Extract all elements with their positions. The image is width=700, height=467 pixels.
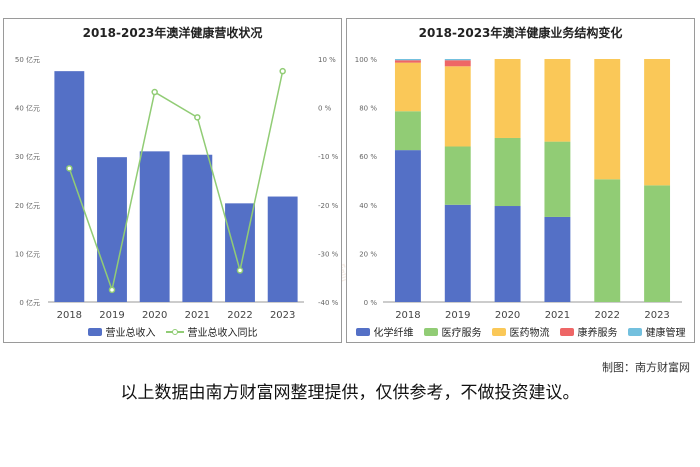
- y-tick-label-right: -20 %: [318, 202, 339, 210]
- y-tick-label: 0 %: [364, 299, 378, 307]
- legend-item-pharma[interactable]: 医药物流: [491, 324, 550, 339]
- revenue-bar: [267, 196, 298, 302]
- revenue-yoy-line: [68, 70, 284, 293]
- y-tick-label-left: 10 亿元: [15, 249, 40, 258]
- legend-swatch-revenue-yoy: [165, 328, 184, 336]
- structure-segment: [494, 59, 521, 138]
- y-tick-label: 20 %: [359, 250, 377, 258]
- legend-swatch-elderly: [559, 327, 574, 336]
- legend-swatch-fiber: [355, 327, 370, 336]
- legend-swatch-revenue: [87, 327, 102, 336]
- x-tick-label: 2022: [227, 310, 252, 321]
- legend-swatch-health: [627, 327, 642, 336]
- legend-item-fiber[interactable]: 化学纤维: [355, 324, 414, 339]
- x-tick-label: 2018: [57, 310, 82, 321]
- structure-segment: [644, 59, 671, 186]
- revenue-yoy-point: [236, 267, 244, 274]
- x-tick-label: 2021: [185, 310, 210, 321]
- legend-label-elderly: 康养服务: [577, 328, 618, 339]
- revenue-legend: 营业总收入 营业总收入同比: [4, 324, 341, 339]
- revenue-bar: [54, 71, 85, 303]
- revenue-yoy-point: [66, 165, 73, 172]
- y-tick-label-right: -30 %: [318, 250, 339, 258]
- legend-label-pharma: 医药物流: [509, 328, 550, 339]
- y-tick-label-left: 30 亿元: [15, 152, 40, 161]
- structure-segment: [394, 150, 421, 302]
- structure-segment: [394, 59, 421, 61]
- x-tick-label: 2023: [644, 310, 669, 321]
- revenue-bar: [225, 203, 255, 302]
- legend-label-revenue: 营业总收入: [105, 328, 156, 339]
- legend-label-medical: 医疗服务: [441, 328, 482, 339]
- y-tick-label-left: 0 亿元: [19, 298, 40, 307]
- structure-segment: [394, 60, 421, 63]
- structure-segment: [544, 216, 571, 302]
- structure-segment: [444, 66, 471, 147]
- y-tick-label-left: 40 亿元: [15, 104, 40, 113]
- legend-swatch-medical: [423, 327, 438, 336]
- structure-segment: [544, 59, 571, 142]
- structure-segment: [594, 59, 621, 180]
- x-tick-label: 2020: [142, 310, 167, 321]
- revenue-chart-panel: 2018-2023年澳洋健康营收状况 50 亿元 40 亿元 30 亿元 20 亿元 1…: [3, 18, 342, 343]
- structure-segment: [394, 62, 421, 112]
- legend-label-revenue-yoy: 营业总收入同比: [187, 328, 258, 339]
- y-tick-label-left: 50 亿元: [15, 55, 40, 64]
- revenue-yoy-point: [194, 114, 201, 121]
- x-tick-label: 2022: [595, 310, 620, 321]
- y-tick-label-right: -40 %: [318, 299, 339, 307]
- y-tick-label-right: 0 %: [318, 105, 332, 113]
- revenue-bar: [182, 154, 213, 302]
- structure-segment: [544, 141, 571, 217]
- structure-segment: [444, 146, 471, 205]
- structure-segment: [594, 179, 621, 302]
- x-tick-label: 2021: [545, 310, 570, 321]
- legend-item-revenue[interactable]: 营业总收入: [87, 324, 156, 339]
- y-tick-label: 80 %: [359, 105, 377, 113]
- chart-credit: 制图：南方财富网: [602, 361, 690, 374]
- structure-segment: [494, 137, 521, 207]
- structure-chart-title: 2018-2023年澳洋健康业务结构变化: [418, 26, 623, 40]
- structure-chart-panel: 2018-2023年澳洋健康业务结构变化 100 % 80 % 60 % 40 % 20…: [346, 18, 695, 343]
- revenue-yoy-point: [279, 67, 286, 75]
- legend-item-elderly[interactable]: 康养服务: [559, 324, 618, 339]
- y-tick-label: 60 %: [359, 153, 377, 161]
- structure-segment: [444, 204, 471, 302]
- legend-swatch-pharma: [491, 327, 506, 336]
- legend-item-medical[interactable]: 医疗服务: [423, 324, 482, 339]
- revenue-chart: 50 亿元 40 亿元 30 亿元 20 亿元 10 亿元 0 亿元 10 % 0 % -10 …: [15, 55, 339, 321]
- structure-segment: [444, 59, 471, 61]
- structure-chart: 100 % 80 % 60 % 40 % 20 % 0 % 2018 2019 2020 2021…: [355, 56, 682, 321]
- x-tick-label: 2018: [395, 310, 420, 321]
- revenue-bar: [139, 151, 170, 302]
- x-tick-label: 2023: [270, 310, 295, 321]
- y-tick-label: 100 %: [355, 56, 378, 64]
- structure-segment: [444, 60, 471, 67]
- x-tick-label: 2020: [495, 310, 520, 321]
- x-tick-label: 2019: [99, 310, 124, 321]
- y-tick-label: 40 %: [359, 202, 377, 210]
- y-tick-label-right: -10 %: [318, 153, 339, 161]
- y-tick-label-right: 10 %: [318, 56, 336, 64]
- revenue-bar: [97, 157, 127, 302]
- revenue-yoy-point: [151, 88, 158, 96]
- y-tick-label-left: 20 亿元: [15, 201, 40, 210]
- legend-item-revenue-yoy[interactable]: 营业总收入同比: [165, 324, 258, 339]
- revenue-chart-title: 2018-2023年澳洋健康营收状况: [82, 26, 263, 40]
- revenue-yoy-point: [108, 286, 116, 294]
- legend-item-health[interactable]: 健康管理: [627, 324, 686, 339]
- structure-segment: [494, 206, 521, 302]
- legend-label-fiber: 化学纤维: [373, 328, 414, 339]
- structure-legend: 化学纤维 医疗服务 医药物流 康养服务 健康管理: [347, 324, 694, 339]
- x-tick-label: 2019: [445, 310, 470, 321]
- legend-label-health: 健康管理: [645, 328, 686, 339]
- disclaimer: 以上数据由南方财富网整理提供，仅供参考，不做投资建议。: [120, 383, 580, 403]
- structure-segment: [394, 111, 421, 151]
- structure-segment: [644, 185, 671, 302]
